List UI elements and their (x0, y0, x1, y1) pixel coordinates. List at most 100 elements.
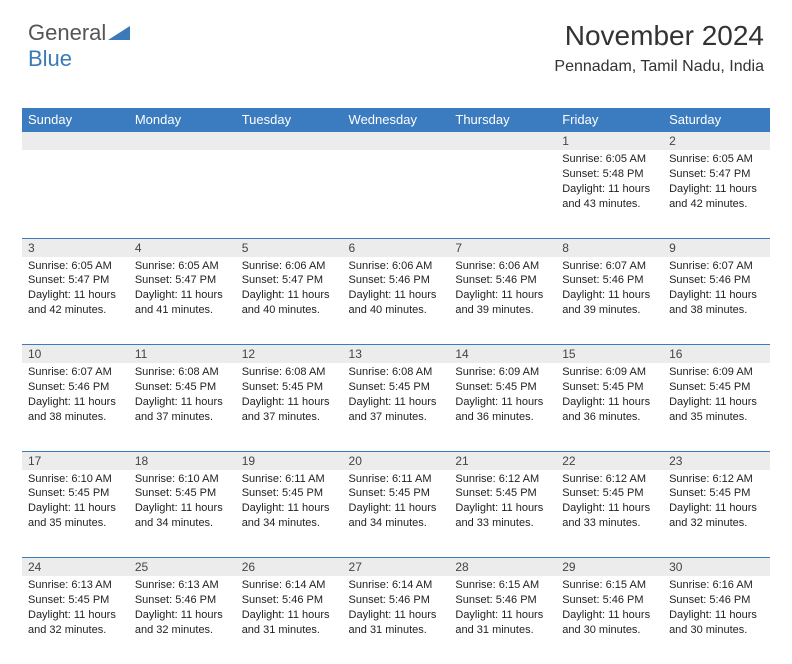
day-cell: Sunrise: 6:07 AMSunset: 5:46 PMDaylight:… (22, 363, 129, 451)
day-data: Sunrise: 6:06 AMSunset: 5:47 PMDaylight:… (236, 257, 343, 324)
day-cell: Sunrise: 6:15 AMSunset: 5:46 PMDaylight:… (449, 576, 556, 664)
logo-word2: Blue (28, 46, 72, 71)
day-data: Sunrise: 6:05 AMSunset: 5:47 PMDaylight:… (129, 257, 236, 324)
day-number: 8 (556, 238, 663, 257)
daylight-line: Daylight: 11 hours and 30 minutes. (669, 609, 757, 636)
sunset-line: Sunset: 5:45 PM (28, 487, 109, 499)
day-number: 14 (449, 345, 556, 364)
sunset-line: Sunset: 5:45 PM (562, 487, 643, 499)
sunset-line: Sunset: 5:45 PM (135, 381, 216, 393)
day-data: Sunrise: 6:13 AMSunset: 5:45 PMDaylight:… (22, 576, 129, 643)
day-data-row: Sunrise: 6:10 AMSunset: 5:45 PMDaylight:… (22, 470, 770, 558)
day-cell: Sunrise: 6:07 AMSunset: 5:46 PMDaylight:… (556, 257, 663, 345)
day-number: 16 (663, 345, 770, 364)
logo-word1: General (28, 20, 106, 45)
day-data: Sunrise: 6:08 AMSunset: 5:45 PMDaylight:… (129, 363, 236, 430)
sunset-line: Sunset: 5:48 PM (562, 168, 643, 180)
day-cell: Sunrise: 6:07 AMSunset: 5:46 PMDaylight:… (663, 257, 770, 345)
daylight-line: Daylight: 11 hours and 36 minutes. (562, 396, 650, 423)
page-title: November 2024 (554, 20, 764, 52)
day-cell: Sunrise: 6:11 AMSunset: 5:45 PMDaylight:… (343, 470, 450, 558)
sunset-line: Sunset: 5:45 PM (28, 594, 109, 606)
weekday-header: Sunday (22, 108, 129, 132)
sunset-line: Sunset: 5:45 PM (242, 487, 323, 499)
day-cell: Sunrise: 6:09 AMSunset: 5:45 PMDaylight:… (663, 363, 770, 451)
weekday-header: Wednesday (343, 108, 450, 132)
day-cell: Sunrise: 6:16 AMSunset: 5:46 PMDaylight:… (663, 576, 770, 664)
day-number: 27 (343, 558, 450, 577)
day-data: Sunrise: 6:08 AMSunset: 5:45 PMDaylight:… (343, 363, 450, 430)
sunset-line: Sunset: 5:45 PM (242, 381, 323, 393)
day-data-row: Sunrise: 6:05 AMSunset: 5:48 PMDaylight:… (22, 150, 770, 238)
daylight-line: Daylight: 11 hours and 34 minutes. (135, 502, 223, 529)
day-number: 30 (663, 558, 770, 577)
day-data: Sunrise: 6:06 AMSunset: 5:46 PMDaylight:… (343, 257, 450, 324)
day-data: Sunrise: 6:15 AM Sunset: 5:46 PM Daylight:… (556, 576, 663, 643)
day-number: 12 (236, 345, 343, 364)
sunset-line: Sunset: 5:46 PM (28, 381, 109, 393)
sunset-line: Sunset: 5:47 PM (28, 274, 109, 286)
sunset-line: Sunset: 5:47 PM (669, 168, 750, 180)
day-number: 25 (129, 558, 236, 577)
daynum-row: 24252627282930 (22, 558, 770, 577)
daylight-line: Daylight: 11 hours and 39 minutes. (562, 289, 650, 316)
day-cell (449, 150, 556, 238)
daylight-line: Daylight: 11 hours and 30 minutes. (562, 609, 650, 636)
daylight-line: Daylight: 11 hours and 31 minutes. (242, 609, 330, 636)
sunset-line: Sunset: 5:45 PM (455, 487, 536, 499)
daylight-line: Daylight: 11 hours and 32 minutes. (669, 502, 757, 529)
day-data-row: Sunrise: 6:13 AM Sunset: 5:45 PM Daylight:… (22, 576, 770, 664)
weekday-header-row: Sunday Monday Tuesday Wednesday Thursday… (22, 108, 770, 132)
sunrise-line: Sunrise: 6:15 AM (562, 579, 646, 591)
day-number: 1 (556, 132, 663, 151)
day-cell: Sunrise: 6:05 AMSunset: 5:47 PMDaylight:… (663, 150, 770, 238)
sunrise-line: Sunrise: 6:05 AM (28, 260, 112, 272)
day-cell: Sunrise: 6:12 AMSunset: 5:45 PMDaylight:… (449, 470, 556, 558)
sunset-line: Sunset: 5:46 PM (562, 594, 643, 606)
daylight-line: Daylight: 11 hours and 38 minutes. (28, 396, 116, 423)
sunrise-line: Sunrise: 6:14 AM (242, 579, 326, 591)
day-cell: Sunrise: 6:09 AMSunset: 5:45 PMDaylight:… (449, 363, 556, 451)
sunrise-line: Sunrise: 6:13 AM (28, 579, 112, 591)
day-data: Sunrise: 6:07 AMSunset: 5:46 PMDaylight:… (22, 363, 129, 430)
day-number: 19 (236, 451, 343, 470)
sunrise-line: Sunrise: 6:08 AM (242, 366, 326, 378)
day-cell: Sunrise: 6:05 AMSunset: 5:47 PMDaylight:… (22, 257, 129, 345)
day-data: Sunrise: 6:12 AMSunset: 5:45 PMDaylight:… (663, 470, 770, 537)
day-data: Sunrise: 6:11 AMSunset: 5:45 PMDaylight:… (236, 470, 343, 537)
sunset-line: Sunset: 5:46 PM (455, 594, 536, 606)
sunrise-line: Sunrise: 6:15 AM (455, 579, 539, 591)
sunset-line: Sunset: 5:46 PM (349, 274, 430, 286)
sunrise-line: Sunrise: 6:14 AM (349, 579, 433, 591)
day-data: Sunrise: 6:09 AMSunset: 5:45 PMDaylight:… (663, 363, 770, 430)
daylight-line: Daylight: 11 hours and 42 minutes. (669, 183, 757, 210)
day-number: 4 (129, 238, 236, 257)
daylight-line: Daylight: 11 hours and 35 minutes. (28, 502, 116, 529)
sunrise-line: Sunrise: 6:11 AM (349, 473, 432, 485)
sunrise-line: Sunrise: 6:08 AM (349, 366, 433, 378)
logo: General Blue (28, 20, 130, 72)
day-number: 15 (556, 345, 663, 364)
day-cell: Sunrise: 6:15 AM Sunset: 5:46 PM Daylight:… (556, 576, 663, 664)
weekday-header: Tuesday (236, 108, 343, 132)
weekday-header: Friday (556, 108, 663, 132)
day-number: 28 (449, 558, 556, 577)
day-data: Sunrise: 6:05 AMSunset: 5:48 PMDaylight:… (556, 150, 663, 217)
sunrise-line: Sunrise: 6:05 AM (135, 260, 219, 272)
sunset-line: Sunset: 5:46 PM (669, 274, 750, 286)
day-data: Sunrise: 6:07 AMSunset: 5:46 PMDaylight:… (663, 257, 770, 324)
day-data-row: Sunrise: 6:05 AM Sunset: 5:47 PM Daylight:… (22, 257, 770, 345)
day-number: 2 (663, 132, 770, 151)
day-number: 18 (129, 451, 236, 470)
sunset-line: Sunset: 5:45 PM (349, 381, 430, 393)
day-data: Sunrise: 6:05 AMSunset: 5:47 PMDaylight:… (22, 257, 129, 324)
day-cell: Sunrise: 6:14 AMSunset: 5:46 PMDaylight:… (343, 576, 450, 664)
day-data: Sunrise: 6:14 AMSunset: 5:46 PMDaylight:… (236, 576, 343, 643)
day-data: Sunrise: 6:05 AMSunset: 5:47 PMDaylight:… (663, 150, 770, 217)
day-data: Sunrise: 6:08 AMSunset: 5:45 PMDaylight:… (236, 363, 343, 430)
daylight-line: Daylight: 11 hours and 34 minutes. (242, 502, 330, 529)
sunrise-line: Sunrise: 6:16 AM (669, 579, 753, 591)
day-number: 6 (343, 238, 450, 257)
sunset-line: Sunset: 5:46 PM (135, 594, 216, 606)
daylight-line: Daylight: 11 hours and 37 minutes. (135, 396, 223, 423)
